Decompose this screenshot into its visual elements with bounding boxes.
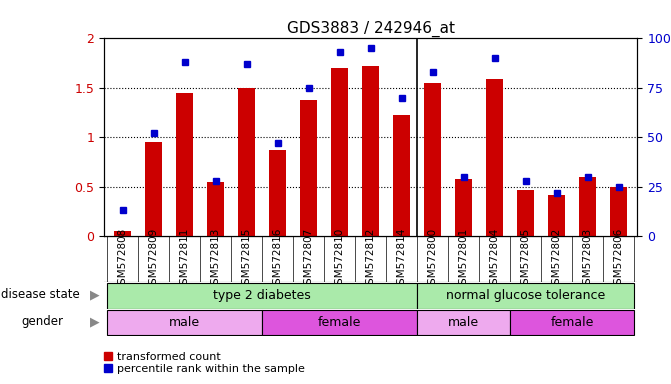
Text: GSM572809: GSM572809 (149, 228, 158, 291)
FancyBboxPatch shape (107, 283, 417, 309)
Bar (269, 150, 287, 236)
Bar (176, 93, 193, 236)
Text: GSM572805: GSM572805 (521, 228, 531, 291)
Text: GSM572803: GSM572803 (583, 228, 592, 291)
Bar (455, 179, 472, 236)
Bar (238, 88, 255, 236)
Text: ▶: ▶ (90, 315, 99, 328)
Text: GSM572800: GSM572800 (427, 228, 437, 291)
Bar (114, 231, 131, 236)
Text: GSM572815: GSM572815 (242, 227, 252, 291)
Text: female: female (551, 316, 594, 329)
Text: normal glucose tolerance: normal glucose tolerance (446, 289, 605, 302)
Text: gender: gender (21, 315, 64, 328)
Bar (362, 66, 379, 236)
Text: type 2 diabetes: type 2 diabetes (213, 289, 311, 302)
FancyBboxPatch shape (107, 310, 262, 336)
Bar (486, 79, 503, 236)
Bar (393, 114, 410, 236)
Bar (579, 177, 597, 236)
Text: GSM572814: GSM572814 (397, 227, 407, 291)
FancyBboxPatch shape (417, 310, 510, 336)
Text: GSM572812: GSM572812 (366, 227, 376, 291)
Bar (548, 195, 566, 236)
Text: GSM572804: GSM572804 (490, 228, 500, 291)
FancyBboxPatch shape (417, 283, 634, 309)
Text: GSM572806: GSM572806 (614, 228, 624, 291)
Bar (517, 190, 534, 236)
Text: male: male (448, 316, 479, 329)
Text: female: female (318, 316, 362, 329)
Text: GSM572807: GSM572807 (304, 228, 314, 291)
Text: male: male (169, 316, 200, 329)
FancyBboxPatch shape (262, 310, 417, 336)
Text: GSM572816: GSM572816 (272, 227, 282, 291)
Legend: transformed count, percentile rank within the sample: transformed count, percentile rank withi… (99, 348, 309, 379)
Bar (207, 182, 224, 236)
Text: GSM572811: GSM572811 (180, 227, 190, 291)
Text: ▶: ▶ (90, 288, 99, 301)
Bar (424, 83, 442, 236)
Bar (611, 187, 627, 236)
Text: GSM572810: GSM572810 (335, 228, 345, 291)
FancyBboxPatch shape (510, 310, 634, 336)
Bar (300, 100, 317, 236)
Bar (145, 142, 162, 236)
Text: GSM572801: GSM572801 (459, 228, 469, 291)
Text: disease state: disease state (1, 288, 80, 301)
Text: GSM572808: GSM572808 (117, 228, 127, 291)
Text: GSM572813: GSM572813 (211, 227, 221, 291)
Title: GDS3883 / 242946_at: GDS3883 / 242946_at (287, 21, 455, 37)
Text: GSM572802: GSM572802 (552, 228, 562, 291)
Bar (331, 68, 348, 236)
